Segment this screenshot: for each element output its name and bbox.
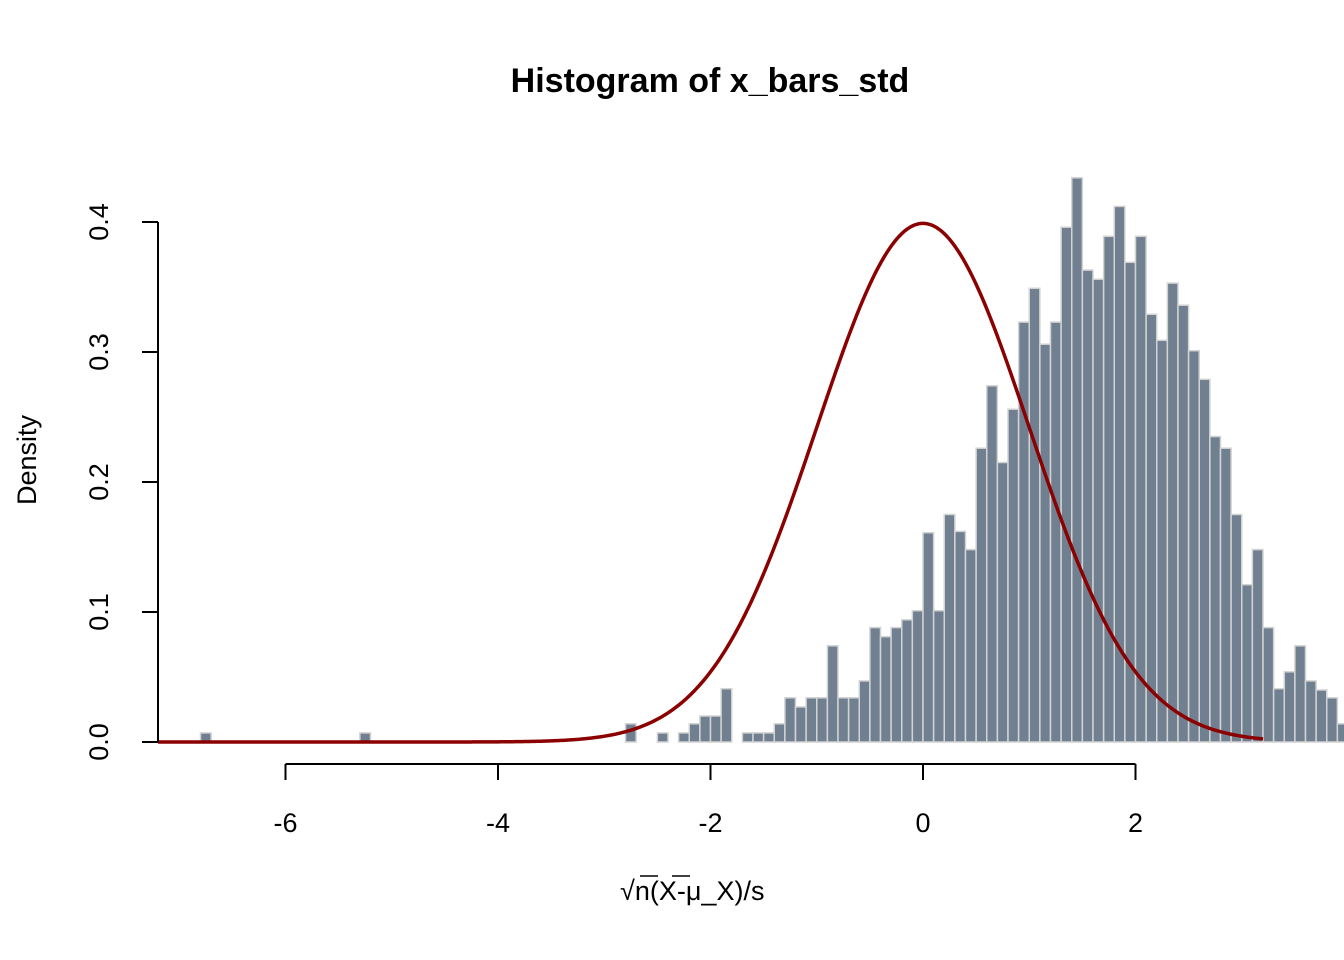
histogram-bar <box>677 732 690 743</box>
y-tick-label: 0.4 <box>84 203 114 241</box>
histogram-bar <box>1294 645 1307 743</box>
normal-density-curve <box>158 221 1264 744</box>
histogram-bar <box>1060 226 1073 743</box>
histogram-bar <box>688 723 701 743</box>
histogram-bar <box>1230 513 1243 743</box>
histogram-bar <box>986 385 999 743</box>
histogram-bar <box>1209 435 1222 743</box>
histogram-bar <box>901 619 914 743</box>
histogram-bar <box>1081 269 1094 743</box>
histogram-bar <box>847 697 860 743</box>
histogram-bar <box>1198 378 1211 743</box>
histogram-bar <box>1156 339 1169 743</box>
histogram-bar <box>922 531 935 743</box>
histogram-bar <box>954 530 967 743</box>
histogram-bar <box>1219 447 1232 743</box>
histogram-bar <box>816 697 829 743</box>
histogram-bar <box>784 697 797 743</box>
histogram-bar <box>752 732 765 743</box>
histogram-bar <box>1272 687 1285 743</box>
histogram-bar <box>805 697 818 743</box>
histogram-bar <box>890 626 903 743</box>
histogram-bar <box>1241 583 1254 743</box>
histogram-bar <box>1039 343 1052 743</box>
histogram-bar <box>858 680 871 743</box>
x-tick-label: -6 <box>273 808 297 838</box>
histogram-bar <box>1187 349 1200 743</box>
y-axis-label: Density <box>12 414 42 505</box>
histogram-bar <box>720 687 733 743</box>
histogram-bar <box>1007 408 1020 743</box>
x-tick-label: 2 <box>1128 808 1143 838</box>
histogram-bar <box>1092 278 1105 743</box>
x-tick-label: -2 <box>698 808 722 838</box>
x-label-sqrt: √ <box>620 876 635 906</box>
x-label-n: n <box>635 876 650 906</box>
histogram-bar <box>1177 304 1190 743</box>
histogram-bar <box>1134 235 1147 743</box>
histogram-bar <box>1262 626 1275 743</box>
histogram-bar <box>656 732 669 743</box>
histogram-bar <box>911 609 924 743</box>
x-axis: -6 -4 -2 0 2 <box>273 763 1143 838</box>
histogram-bars <box>199 177 1344 743</box>
y-tick-label: 0.0 <box>84 723 114 761</box>
histogram-bar <box>1336 723 1344 743</box>
histogram-bar <box>1326 697 1339 743</box>
histogram-bar <box>1304 680 1317 743</box>
histogram-bar <box>932 609 945 743</box>
histogram-bar <box>773 723 786 743</box>
y-tick-label: 0.1 <box>84 593 114 631</box>
x-label-rest: -μ_X)/s <box>677 876 765 906</box>
histogram-bar <box>1017 321 1030 743</box>
histogram-bar <box>699 715 712 743</box>
histogram-bar <box>762 732 775 743</box>
histogram-bar <box>964 548 977 743</box>
histogram-bar <box>1251 548 1264 743</box>
histogram-bar <box>1113 205 1126 743</box>
histogram-bar <box>709 715 722 743</box>
chart-title: Histogram of x_bars_std <box>511 62 910 100</box>
svg-text:√n(X-μ_X)/s: √n(X-μ_X)/s <box>620 876 764 906</box>
histogram-bar <box>879 635 892 743</box>
x-tick-label: 0 <box>915 808 930 838</box>
histogram-bar <box>1166 282 1179 743</box>
histogram-bar <box>826 645 839 743</box>
x-label-open: ( <box>650 876 659 906</box>
y-tick-label: 0.2 <box>84 463 114 501</box>
histogram-bar <box>975 447 988 743</box>
histogram-bar <box>741 732 754 743</box>
histogram-bar <box>996 461 1009 743</box>
histogram-bar <box>837 697 850 743</box>
histogram-bar <box>1283 671 1296 743</box>
histogram-bar <box>1028 287 1041 743</box>
y-tick-label: 0.3 <box>84 333 114 371</box>
histogram-bar <box>1102 235 1115 743</box>
histogram-bar <box>869 626 882 743</box>
histogram-bar <box>1315 689 1328 743</box>
histogram-bar <box>943 513 956 743</box>
histogram-bar <box>1049 321 1062 743</box>
x-tick-label: -4 <box>486 808 510 838</box>
histogram-bar <box>794 706 807 743</box>
x-axis-label: √n(X-μ_X)/s <box>620 875 764 906</box>
x-label-xbar: X <box>659 876 677 906</box>
y-axis: 0.0 0.1 0.2 0.3 0.4 <box>84 203 159 761</box>
histogram-bar <box>1145 313 1158 743</box>
histogram-bar <box>1071 177 1084 743</box>
